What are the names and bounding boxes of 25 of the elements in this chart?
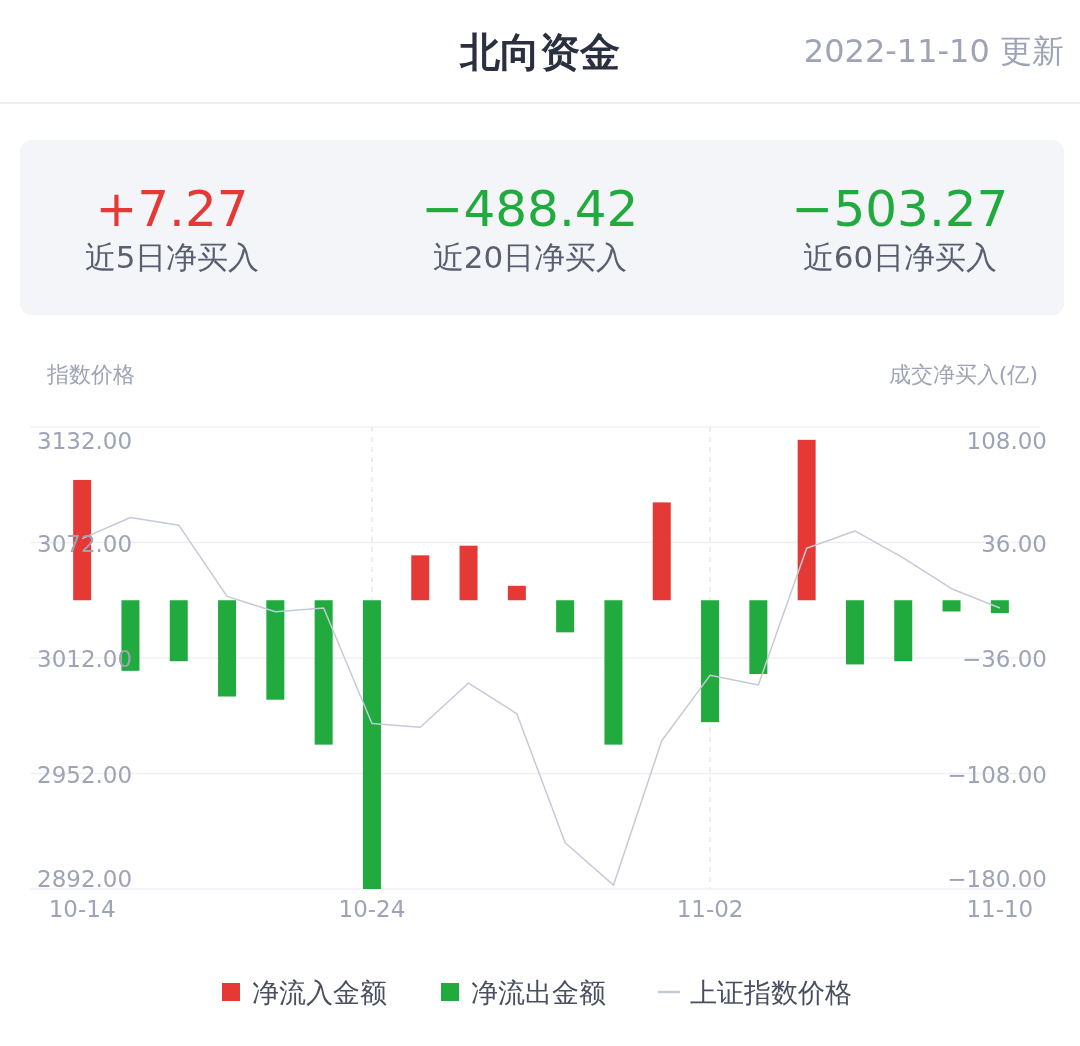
ylabel: 指数价格 bbox=[47, 362, 135, 387]
tick: 3132.00 bbox=[37, 428, 133, 454]
tick: −180.00 bbox=[947, 866, 1047, 892]
legend-label: 净流入金额 bbox=[252, 977, 387, 1008]
xtick: 11-10 bbox=[966, 896, 1034, 922]
tick: 2952.00 bbox=[37, 761, 133, 788]
tick: 2892.00 bbox=[37, 866, 133, 892]
tick: −36.00 bbox=[961, 646, 1047, 672]
tick: −108.00 bbox=[947, 761, 1047, 788]
xtick: 10-24 bbox=[338, 896, 406, 922]
annotation: +7.27 bbox=[95, 180, 249, 238]
annotation: 2022-11-10 更新 bbox=[803, 32, 1064, 70]
title: 北向资金 bbox=[460, 29, 620, 75]
y2label: 成交净买入(亿) bbox=[888, 362, 1038, 387]
tick: 108.00 bbox=[966, 428, 1047, 454]
legend-label: 净流出金额 bbox=[471, 977, 606, 1008]
annotation: 近20日净买入 bbox=[432, 239, 628, 275]
xtick: 10-14 bbox=[48, 896, 116, 922]
legend-label: 上证指数价格 bbox=[690, 977, 852, 1008]
annotation: 近60日净买入 bbox=[802, 239, 998, 275]
annotation: −488.42 bbox=[421, 180, 639, 238]
annotation: 近5日净买入 bbox=[84, 239, 260, 275]
xtick: 11-02 bbox=[676, 896, 744, 922]
tick: 36.00 bbox=[981, 530, 1047, 557]
annotation: −503.27 bbox=[791, 180, 1009, 238]
